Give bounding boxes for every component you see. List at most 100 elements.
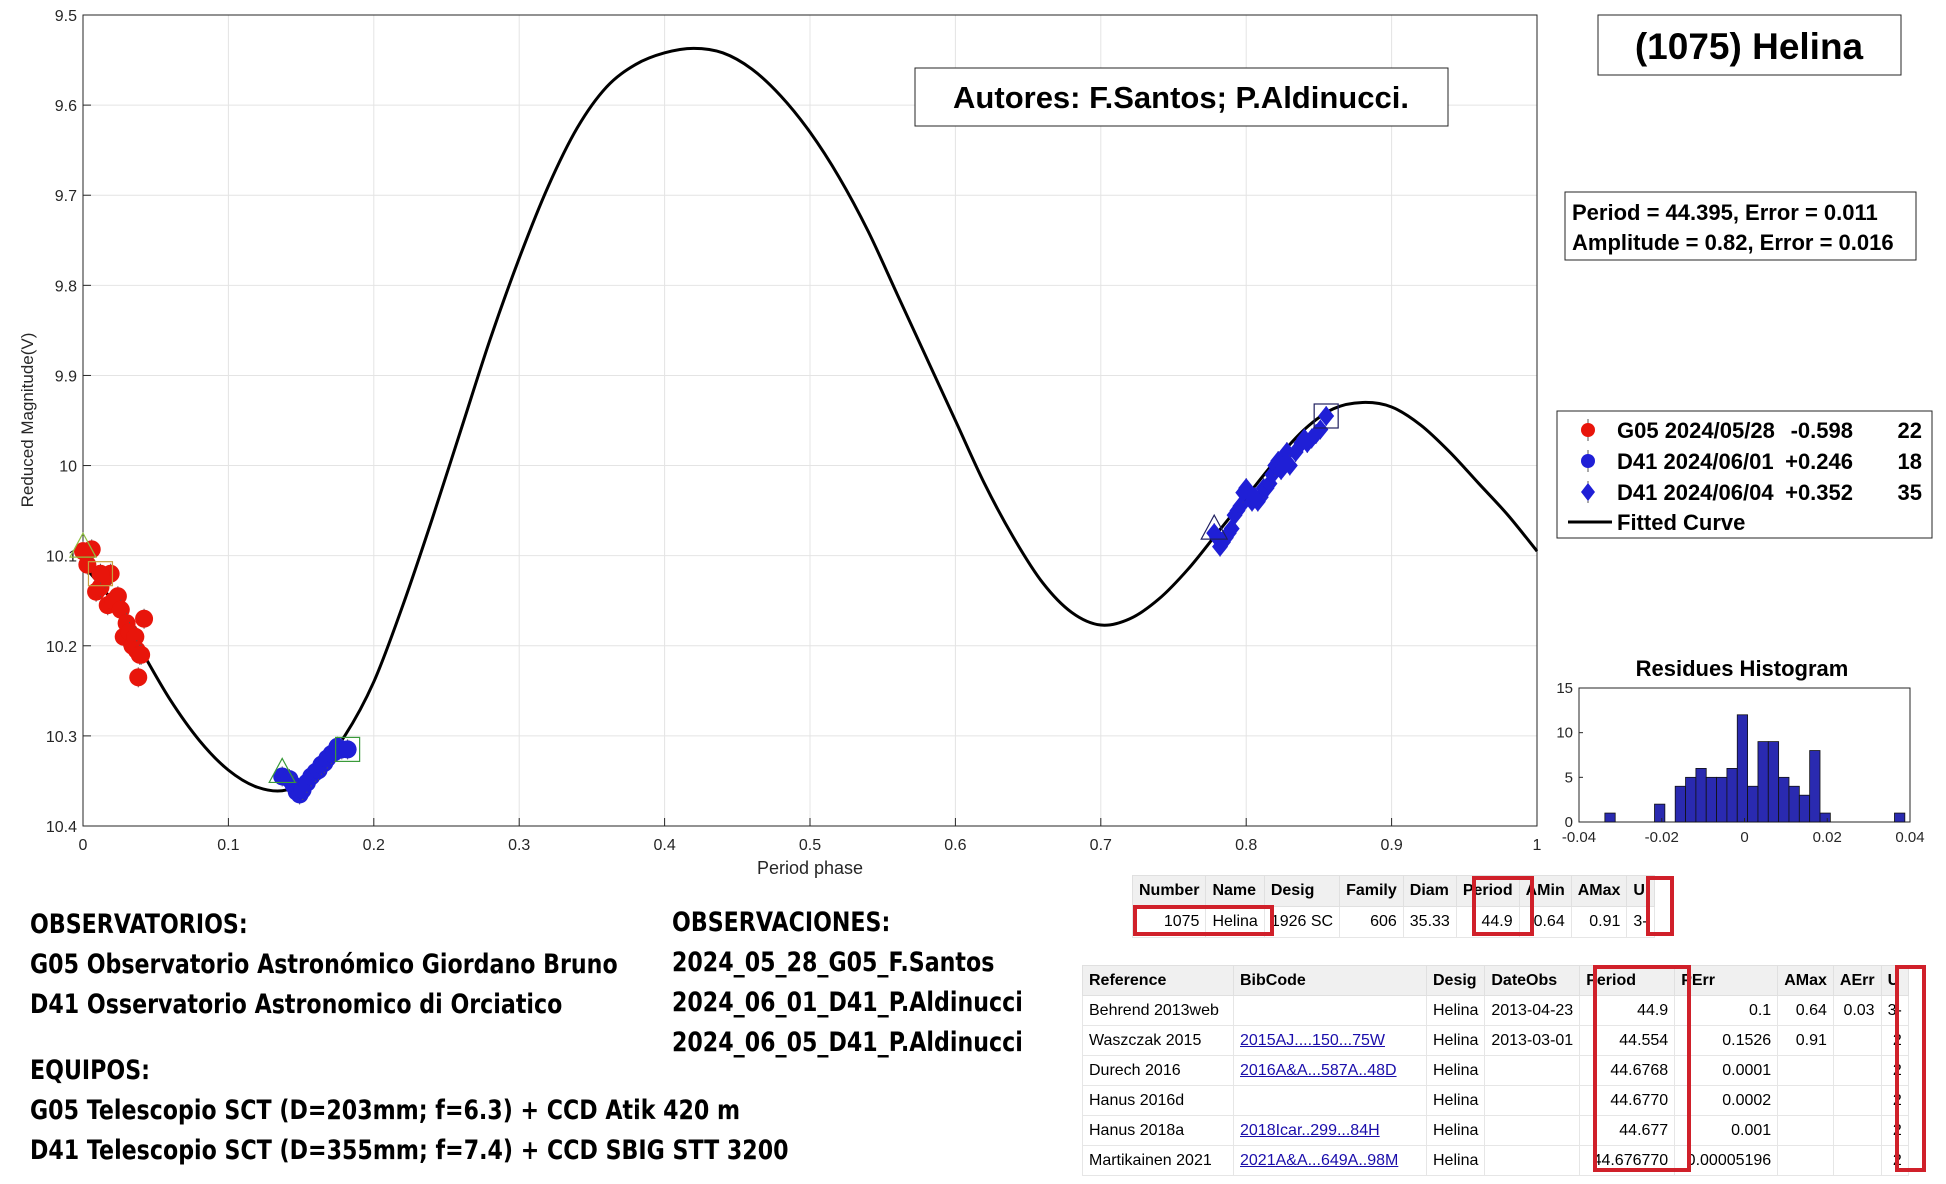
- data-point-circle: [111, 600, 130, 619]
- first-point-triangle: [268, 757, 297, 784]
- equipment-g05: G05 Telescopio SCT (D=203mm; f=6.3) + CC…: [30, 1095, 741, 1126]
- equipment-title: EQUIPOS:: [30, 1055, 151, 1086]
- bibcode-link[interactable]: 2021A&A...649A..98M: [1233, 1145, 1427, 1176]
- legend-series-count: 35: [1898, 480, 1922, 505]
- bibcode-link: [1233, 995, 1427, 1026]
- legend-series-offset: +0.352: [1785, 480, 1853, 505]
- bibcode-link[interactable]: 2016A&A...587A..48D: [1233, 1055, 1427, 1086]
- last-point-square: [87, 561, 114, 587]
- authors-text: Autores: F.Santos; P.Aldinucci.: [953, 80, 1409, 115]
- cell: Helina: [1425, 1055, 1486, 1086]
- first-point-triangle: [68, 531, 98, 558]
- period-references-table: Reference BibCode Desig DateObs Period P…: [1082, 965, 1909, 1176]
- x-tick-label: 0.9: [1380, 837, 1402, 854]
- cell: Durech 2016: [1082, 1055, 1234, 1086]
- table-row: Hanus 2016d Helina 44.6770 0.0002 2: [1082, 1085, 1909, 1116]
- hist-x-tick-label: 0.02: [1813, 829, 1842, 846]
- cell: 0.0002: [1674, 1085, 1779, 1116]
- legend-series-offset: -0.598: [1791, 418, 1853, 443]
- cell: Helina: [1425, 1145, 1486, 1176]
- data-point-diamond: [1312, 419, 1329, 440]
- hist-x-tick-label: -0.02: [1645, 829, 1679, 846]
- x-tick-label: 0.3: [508, 837, 530, 854]
- y-tick-label: 10.1: [46, 549, 77, 566]
- histogram-bar: [1778, 776, 1790, 823]
- observations-title: OBSERVACIONES:: [672, 907, 891, 938]
- hist-y-tick-label: 15: [1556, 680, 1573, 697]
- y-axis-ticks: 9.5 9.6 9.7 9.8 9.9 10 10.1 10.2 10.3 10.4: [46, 8, 91, 836]
- legend-series-offset: +0.246: [1785, 449, 1853, 474]
- plot-data-area: [68, 46, 1539, 805]
- authors-box: [914, 67, 1449, 127]
- col-desig: Desig: [1425, 965, 1486, 996]
- cell: [1832, 1085, 1882, 1116]
- histogram-bar: [1894, 812, 1906, 823]
- histogram-bar: [1747, 785, 1759, 823]
- first-point-triangle: [1200, 513, 1229, 540]
- cell: 1926 SC: [1263, 906, 1341, 938]
- histogram-bar: [1674, 785, 1686, 823]
- cell: [1484, 1145, 1581, 1176]
- histogram-bar: [1736, 714, 1749, 823]
- col-desig: Desig: [1263, 875, 1341, 907]
- cell: Helina: [1425, 1085, 1486, 1116]
- data-point-diamond: [1318, 405, 1335, 426]
- bibcode-link: [1233, 1085, 1427, 1116]
- col-family: Family: [1339, 875, 1404, 907]
- x-tick-label: 0: [79, 837, 88, 854]
- histogram-bar: [1757, 741, 1769, 823]
- observatory-g05: G05 Observatorio Astronómico Giordano Br…: [30, 949, 618, 980]
- observation-3: 2024_06_05_D41_P.Aldinucci: [672, 1027, 1023, 1058]
- cell: [1777, 1145, 1834, 1176]
- histogram-bar: [1788, 785, 1800, 823]
- histogram-bar: [1767, 741, 1780, 823]
- data-point-circle: [108, 587, 127, 606]
- cell: 0.001: [1674, 1115, 1779, 1146]
- cell: 0.64: [1777, 995, 1834, 1026]
- col-u: U: [1880, 965, 1909, 996]
- x-tick-label: 0.7: [1090, 837, 1112, 854]
- cell: 0.00005196: [1674, 1145, 1779, 1176]
- cell: [1484, 1115, 1581, 1146]
- cell: [1777, 1115, 1834, 1146]
- cell: [1777, 1055, 1834, 1086]
- x-axis-ticks: 0 0.1 0.2 0.3 0.4 0.5 0.6 0.7 0.8 0.9 1: [79, 818, 1542, 854]
- histogram-bar: [1716, 776, 1728, 823]
- col-amax: AMax: [1777, 965, 1834, 996]
- col-number: Number: [1131, 875, 1207, 907]
- plot-grid: [82, 14, 1538, 827]
- histogram-bar: [1726, 768, 1738, 823]
- cell: 0.91: [1570, 906, 1628, 938]
- observations-block: OBSERVACIONES: 2024_05_28_G05_F.Santos 2…: [672, 903, 1023, 1063]
- col-reference: Reference: [1082, 965, 1234, 996]
- histogram-bar: [1654, 803, 1666, 823]
- cell: 0.64: [1518, 906, 1572, 938]
- data-points: [74, 405, 1335, 805]
- legend-marker-circle: [1581, 423, 1595, 437]
- bibcode-link[interactable]: 2015AJ....150...75W: [1233, 1025, 1427, 1056]
- legend-series-count: 22: [1898, 418, 1922, 443]
- cell: 35.33: [1402, 906, 1457, 938]
- legend-series-name: D41 2024/06/04: [1617, 480, 1774, 505]
- col-amax: AMax: [1570, 875, 1628, 907]
- cell: 3-: [1880, 995, 1909, 1026]
- x-tick-label: 0.2: [363, 837, 385, 854]
- cell: [1777, 1085, 1834, 1116]
- hist-x-tick-label: 0.04: [1895, 829, 1924, 846]
- data-point-circle: [135, 609, 154, 628]
- y-tick-label: 10.4: [46, 819, 77, 836]
- table-row: Hanus 2018a 2018Icar..299...84H Helina 44.6…: [1082, 1115, 1909, 1146]
- histogram-bar: [1685, 776, 1697, 823]
- cell: [1484, 1055, 1581, 1086]
- legend-series-count: 18: [1898, 449, 1922, 474]
- cell: Helina: [1425, 1115, 1486, 1146]
- histogram-bar: [1798, 794, 1811, 823]
- table-row: Waszczak 2015 2015AJ....150...75W Helina 20…: [1082, 1025, 1909, 1056]
- hist-x-tick-label: 0: [1740, 829, 1748, 846]
- bibcode-link[interactable]: 2018Icar..299...84H: [1233, 1115, 1427, 1146]
- col-diam: Diam: [1402, 875, 1457, 907]
- legend-series-name: G05 2024/05/28: [1617, 418, 1775, 443]
- x-tick-label: 1: [1533, 837, 1542, 854]
- cell: 0.03: [1832, 995, 1882, 1026]
- observatory-d41: D41 Osservatorio Astronomico di Orciatic…: [30, 989, 563, 1020]
